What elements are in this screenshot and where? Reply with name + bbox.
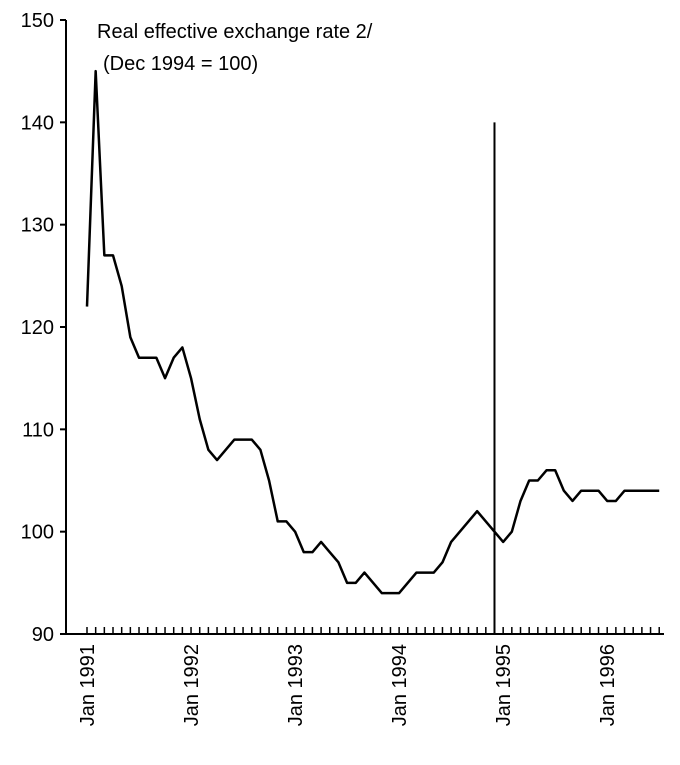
y-tick-label: 120 xyxy=(21,317,54,339)
y-tick-label: 100 xyxy=(21,522,54,544)
x-tick-label: Jan 1995 xyxy=(493,644,515,726)
y-tick-label: 130 xyxy=(21,215,54,237)
chart-subtitle: (Dec 1994 = 100) xyxy=(103,53,258,75)
x-tick-label: Jan 1991 xyxy=(77,644,99,726)
x-tick-label: Jan 1996 xyxy=(597,644,619,726)
x-tick-label: Jan 1993 xyxy=(285,644,307,726)
y-tick-label: 90 xyxy=(32,624,54,646)
y-tick-label: 140 xyxy=(21,112,54,134)
chart-title: Real effective exchange rate 2/ xyxy=(97,21,373,43)
x-tick-label: Jan 1994 xyxy=(389,644,411,726)
y-tick-label: 110 xyxy=(22,419,54,441)
x-tick-label: Jan 1992 xyxy=(181,644,203,726)
data-line xyxy=(85,69,660,595)
y-tick-label: 150 xyxy=(21,10,54,32)
